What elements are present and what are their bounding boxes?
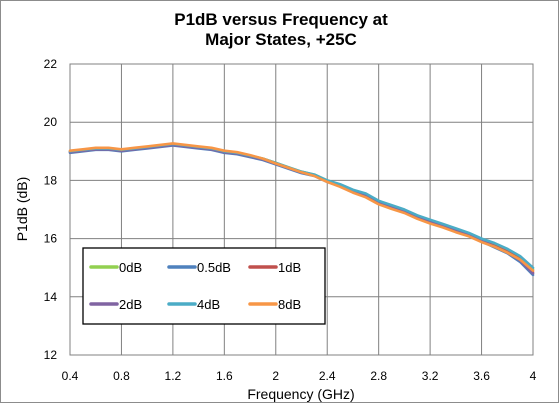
x-tick-label: 2.8 [370,369,387,383]
series-line-8dB [68,142,535,272]
y-tick-label: 18 [44,173,58,187]
y-axis-label: P1dB (dB) [14,177,30,242]
y-tick-label: 14 [44,290,58,304]
legend-label: 4dB [197,297,220,312]
x-tick-label: 0.4 [62,369,79,383]
x-tick-label: 4 [530,369,537,383]
axes: 0.4 0.8 1.2 1.6 2 2.4 2.8 3.2 3.6 4 12 14 16 18 20 22 [44,57,537,383]
legend-label: 0dB [119,260,142,275]
legend-label: 8dB [278,297,301,312]
y-tick-label: 12 [44,348,58,362]
chart-title-line2: Major States, +25C [205,30,357,49]
x-tick-label: 3.6 [473,369,490,383]
x-tick-label: 3.2 [422,369,439,383]
x-tick-label: 0.8 [113,369,130,383]
y-tick-label: 22 [44,57,58,71]
legend-label: 1dB [278,260,301,275]
legend-label: 2dB [119,297,142,312]
chart-title-line1: P1dB versus Frequency at [174,10,388,29]
x-axis-label: Frequency (GHz) [247,386,354,402]
legend: 0dB 0.5dB 1dB 2dB 4dB 8dB [82,247,326,325]
legend-label: 0.5dB [197,260,231,275]
series-group [68,142,535,277]
y-tick-label: 20 [44,115,58,129]
legend-box [82,247,326,325]
x-tick-label: 2 [272,369,279,383]
x-tick-label: 1.6 [216,369,233,383]
y-tick-label: 16 [44,232,58,246]
x-tick-label: 1.2 [165,369,182,383]
x-tick-label: 2.4 [319,369,336,383]
